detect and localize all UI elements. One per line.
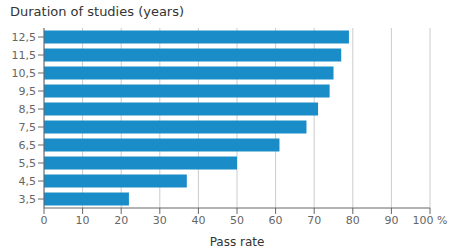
svg-text:7,5: 7,5 <box>19 121 37 134</box>
svg-text:30: 30 <box>153 214 167 227</box>
svg-text:5,5: 5,5 <box>19 157 37 170</box>
svg-text:3,5: 3,5 <box>19 193 37 206</box>
svg-text:0: 0 <box>41 214 48 227</box>
svg-text:70: 70 <box>307 214 321 227</box>
html-text:Duration of studies (years): Duration of studies (years) <box>10 4 185 19</box>
svg-text:90: 90 <box>384 214 398 227</box>
svg-text:10: 10 <box>76 214 90 227</box>
svg-text:8,5: 8,5 <box>19 103 37 116</box>
svg-text:9,5: 9,5 <box>19 85 37 98</box>
svg-text:Pass rate: Pass rate <box>210 235 265 249</box>
svg-text:50: 50 <box>230 214 244 227</box>
svg-text:20: 20 <box>114 214 128 227</box>
svg-text:100 %: 100 % <box>413 214 446 227</box>
svg-text:40: 40 <box>191 214 205 227</box>
svg-text:12,5: 12,5 <box>12 31 37 44</box>
svg-text:11,5: 11,5 <box>12 49 37 62</box>
svg-text:4,5: 4,5 <box>19 175 37 188</box>
svg-text:6,5: 6,5 <box>19 139 37 152</box>
svg-text:80: 80 <box>346 214 360 227</box>
svg-text:10,5: 10,5 <box>12 67 37 80</box>
svg-text:60: 60 <box>269 214 283 227</box>
